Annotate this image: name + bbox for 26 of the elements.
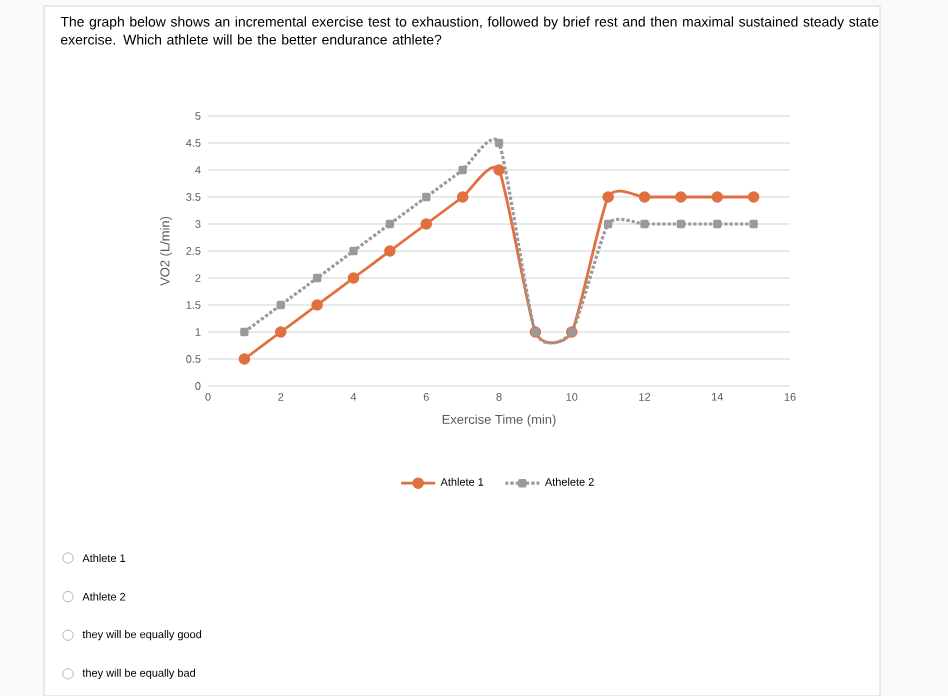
point xyxy=(603,219,613,228)
point xyxy=(347,272,360,284)
point xyxy=(494,138,504,147)
point xyxy=(602,191,614,203)
point xyxy=(312,273,322,282)
point xyxy=(349,246,358,255)
point xyxy=(493,164,505,176)
point xyxy=(456,191,469,203)
point xyxy=(384,245,396,257)
point xyxy=(640,219,649,228)
point xyxy=(420,218,433,230)
point xyxy=(385,219,395,228)
point xyxy=(240,327,249,337)
point xyxy=(311,299,323,311)
point xyxy=(238,353,251,365)
point xyxy=(675,191,687,203)
point xyxy=(713,219,722,228)
point xyxy=(276,300,285,309)
point xyxy=(749,219,758,228)
point xyxy=(422,192,431,201)
point xyxy=(638,191,651,203)
point xyxy=(676,219,686,228)
point xyxy=(747,191,760,203)
point xyxy=(458,165,467,174)
point xyxy=(274,326,287,338)
point xyxy=(711,191,724,203)
